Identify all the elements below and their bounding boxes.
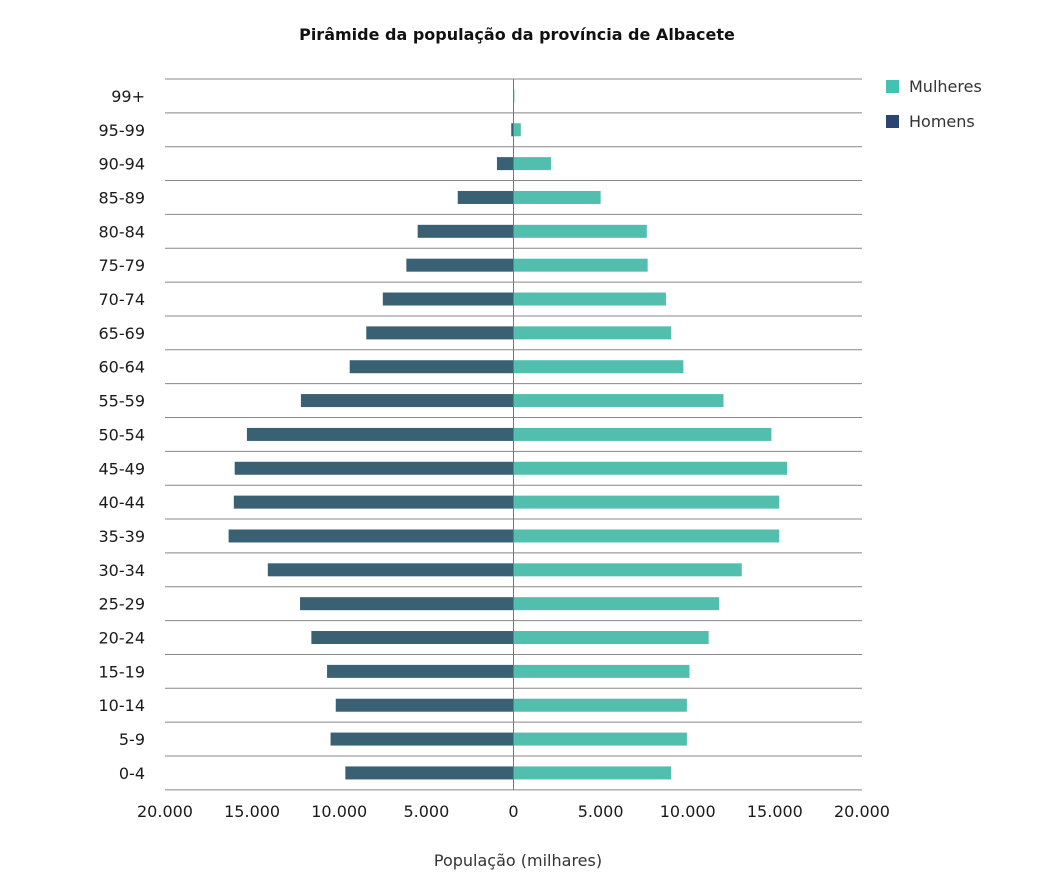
bar-homens-85-89 <box>457 190 514 204</box>
bar-homens-45-49 <box>234 461 514 475</box>
y-label-55-59: 55-59 <box>99 392 146 411</box>
bar-homens-30-34 <box>267 563 514 577</box>
x-tick-label: 10.000 <box>311 802 367 821</box>
bar-homens-80-84 <box>417 224 514 238</box>
y-label-25-29: 25-29 <box>99 595 146 614</box>
bar-homens-25-29 <box>300 597 514 611</box>
y-label-70-74: 70-74 <box>99 290 146 309</box>
bar-homens-15-19 <box>327 664 514 678</box>
bar-homens-0-4 <box>345 766 514 780</box>
bar-homens-55-59 <box>300 394 514 408</box>
legend-swatch-mulheres <box>886 80 899 93</box>
y-label-80-84: 80-84 <box>99 222 146 241</box>
bar-mulheres-60-64 <box>513 360 684 374</box>
x-tick-label: 5.000 <box>578 802 624 821</box>
bar-mulheres-65-69 <box>513 326 672 340</box>
legend-label-homens: Homens <box>909 112 975 131</box>
bar-mulheres-10-14 <box>513 698 687 712</box>
legend-swatch-homens <box>886 115 899 128</box>
bar-mulheres-0-4 <box>513 766 672 780</box>
y-label-10-14: 10-14 <box>99 696 146 715</box>
x-tick-label: 5.000 <box>403 802 449 821</box>
bar-mulheres-90-94 <box>513 157 551 171</box>
chart-title: Pirâmide da população da província de Al… <box>299 25 735 44</box>
y-label-85-89: 85-89 <box>99 188 146 207</box>
bar-mulheres-40-44 <box>513 495 780 509</box>
y-label-95-99: 95-99 <box>99 121 146 140</box>
bars-group <box>228 89 788 780</box>
bar-homens-70-74 <box>382 292 514 306</box>
bar-homens-75-79 <box>406 258 514 272</box>
x-tick-label: 20.000 <box>834 802 890 821</box>
bar-mulheres-70-74 <box>513 292 666 306</box>
y-label-65-69: 65-69 <box>99 324 146 343</box>
y-label-90-94: 90-94 <box>99 155 146 174</box>
bar-homens-35-39 <box>228 529 514 543</box>
x-tick-label: 0 <box>508 802 518 821</box>
bar-homens-40-44 <box>233 495 514 509</box>
x-tick-label: 15.000 <box>747 802 803 821</box>
bar-mulheres-15-19 <box>513 664 690 678</box>
x-tick-label: 10.000 <box>660 802 716 821</box>
y-label-75-79: 75-79 <box>99 256 146 275</box>
y-label-15-19: 15-19 <box>99 662 146 681</box>
y-label-40-44: 40-44 <box>99 493 146 512</box>
bar-mulheres-20-24 <box>513 631 709 645</box>
bar-mulheres-35-39 <box>513 529 780 543</box>
y-axis-labels: 99+ 95-99 90-94 85-89 80-84 75-79 70-74 65-69 60… <box>99 87 146 783</box>
bar-homens-60-64 <box>349 360 514 374</box>
bar-homens-90-94 <box>496 157 514 171</box>
bar-mulheres-75-79 <box>513 258 648 272</box>
y-label-0-4: 0-4 <box>119 764 145 783</box>
bar-mulheres-30-34 <box>513 563 742 577</box>
bar-mulheres-50-54 <box>513 427 772 441</box>
legend-label-mulheres: Mulheres <box>909 77 982 96</box>
x-tick-label: 20.000 <box>137 802 193 821</box>
legend: Mulheres Homens <box>886 77 982 131</box>
bar-homens-95-99 <box>511 123 514 137</box>
x-tick-label: 15.000 <box>224 802 280 821</box>
bar-homens-20-24 <box>311 631 514 645</box>
y-label-99+: 99+ <box>111 87 145 106</box>
bar-homens-65-69 <box>366 326 514 340</box>
y-label-50-54: 50-54 <box>99 425 146 444</box>
y-label-45-49: 45-49 <box>99 459 146 478</box>
bar-homens-50-54 <box>246 427 514 441</box>
bar-homens-10-14 <box>335 698 514 712</box>
y-label-5-9: 5-9 <box>119 730 145 749</box>
bar-mulheres-95-99 <box>513 123 521 137</box>
bar-mulheres-25-29 <box>513 597 720 611</box>
bar-mulheres-5-9 <box>513 732 687 746</box>
y-label-30-34: 30-34 <box>99 561 146 580</box>
bar-mulheres-55-59 <box>513 394 724 408</box>
bar-mulheres-80-84 <box>513 224 647 238</box>
bar-homens-5-9 <box>330 732 514 746</box>
y-label-35-39: 35-39 <box>99 527 146 546</box>
y-label-60-64: 60-64 <box>99 358 146 377</box>
bar-mulheres-85-89 <box>513 190 601 204</box>
x-axis-tick-labels: 20.000 15.000 10.000 5.000 0 5.000 10.000 15.00… <box>137 802 890 821</box>
y-label-20-24: 20-24 <box>99 629 146 648</box>
bar-mulheres-45-49 <box>513 461 788 475</box>
x-axis-label: População (milhares) <box>434 851 602 870</box>
